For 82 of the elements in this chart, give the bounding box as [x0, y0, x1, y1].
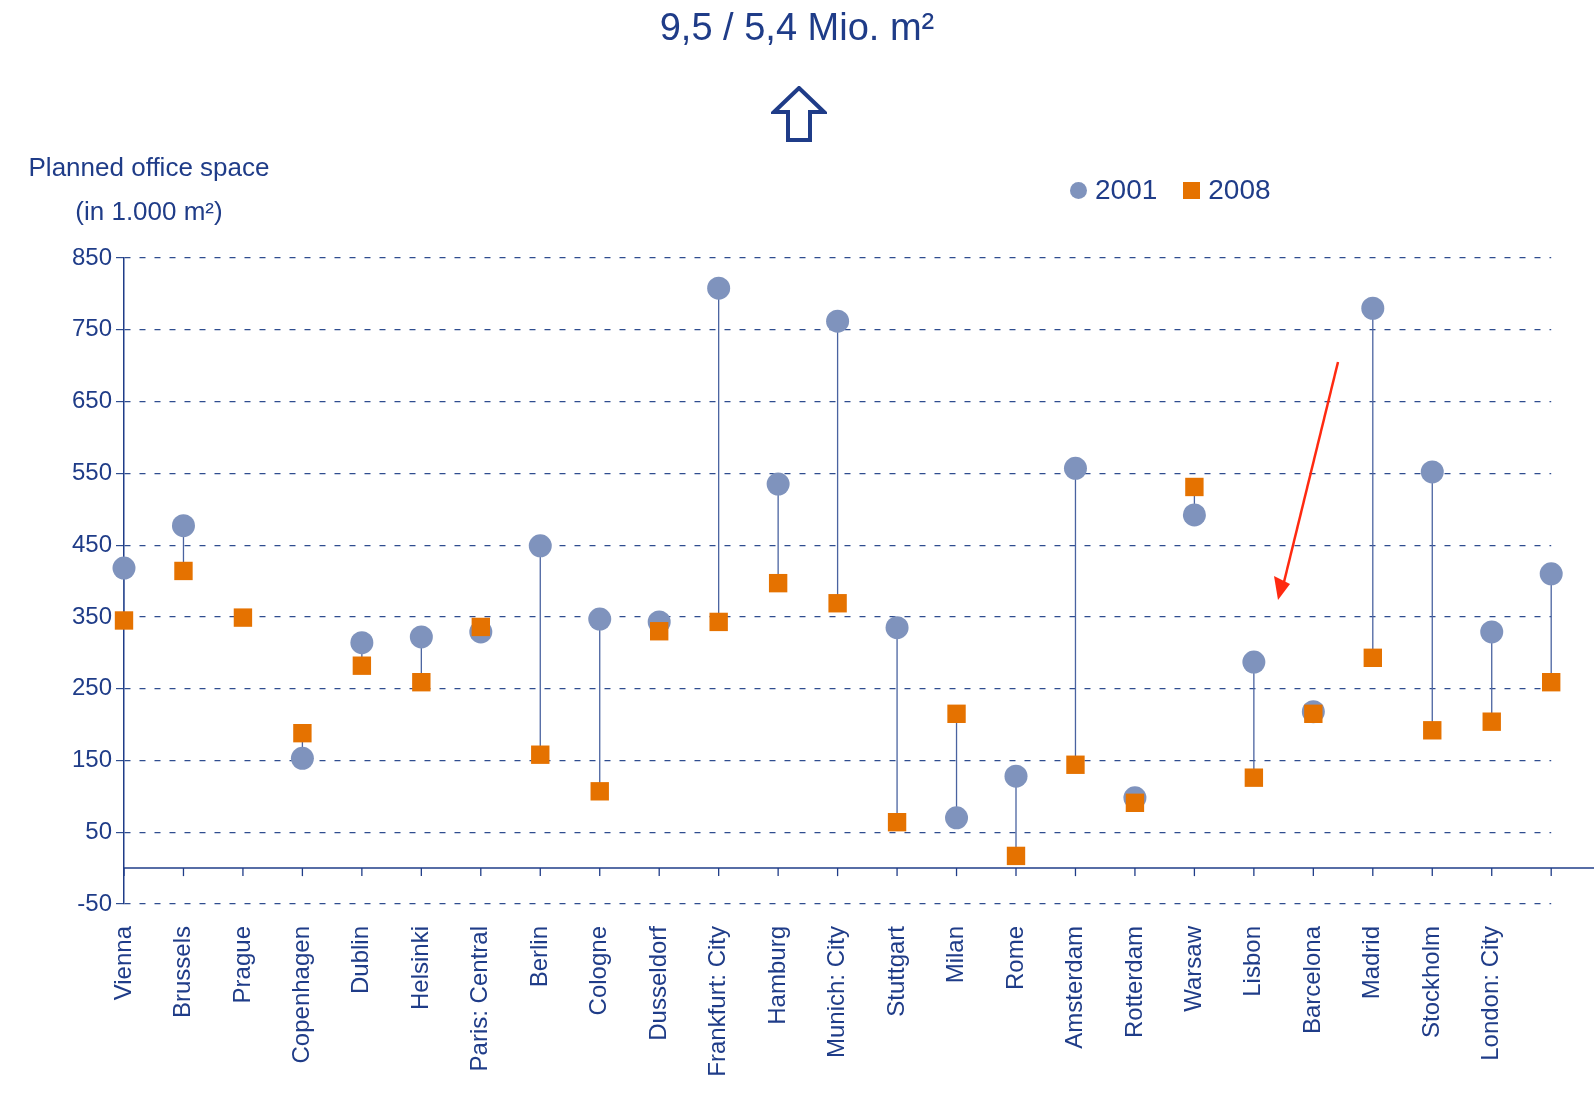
x-tick-label: Brussels: [168, 926, 196, 1019]
point: [1482, 712, 1501, 731]
x-tick-label: Helsinki: [405, 926, 433, 1011]
point: [174, 561, 193, 581]
point: [233, 608, 253, 627]
point: [826, 309, 850, 333]
point: [114, 611, 134, 630]
x-tick-label: Vienna: [108, 925, 136, 1001]
point: [945, 806, 969, 830]
x-tick-label: Cologne: [584, 926, 612, 1016]
point: [707, 276, 731, 300]
point: [1063, 456, 1087, 480]
x-tick-label: Amsterdam: [1060, 926, 1088, 1049]
x-tick-label: Munich: City: [822, 926, 850, 1059]
y-tick-label: 850: [71, 242, 112, 270]
point: [1420, 460, 1444, 484]
point: [1542, 673, 1561, 692]
point: [1361, 296, 1385, 320]
point: [112, 556, 136, 580]
point: [412, 673, 431, 692]
point: [768, 573, 788, 593]
point: [293, 723, 312, 743]
x-tick-label: London: City: [1476, 926, 1504, 1061]
x-tick-label: Hamburg: [762, 926, 790, 1025]
point: [471, 617, 490, 637]
point: [352, 656, 372, 675]
legend-label: 2008: [1208, 174, 1271, 206]
y-tick-label: 350: [71, 601, 112, 629]
point: [709, 612, 728, 632]
legend-label: 2001: [1095, 174, 1158, 206]
point: [290, 746, 314, 770]
point: [1182, 503, 1206, 527]
y-tick-label: 550: [71, 457, 112, 485]
x-tick-label: Dusseldorf: [643, 925, 671, 1041]
point: [531, 745, 550, 764]
point: [650, 622, 669, 641]
point: [590, 782, 609, 801]
y-tick-label: 250: [71, 673, 112, 701]
point: [588, 607, 612, 631]
x-tick-label: Barcelona: [1297, 925, 1325, 1035]
y-tick-label: 150: [71, 745, 112, 773]
x-tick-label: Stuttgart: [881, 925, 909, 1017]
point: [409, 625, 433, 649]
y-tick-label: 750: [71, 314, 112, 342]
point: [350, 631, 374, 655]
point: [828, 594, 847, 613]
point: [1006, 846, 1026, 866]
x-tick-label: Milan: [941, 926, 969, 984]
x-tick-label: Copenhagen: [287, 926, 315, 1064]
point: [1244, 768, 1264, 787]
point: [1125, 793, 1145, 812]
point: [887, 812, 907, 832]
chart-title: 9,5 / 5,4 Mio. m²: [658, 6, 936, 49]
x-tick-label: Dublin: [346, 926, 374, 995]
point: [766, 472, 790, 496]
y-tick-label: 450: [71, 529, 112, 557]
point: [171, 514, 195, 538]
point: [1066, 755, 1085, 774]
x-tick-label: Berlin: [524, 926, 552, 988]
point: [885, 616, 909, 640]
point: [1363, 648, 1382, 667]
x-tick-label: Madrid: [1357, 926, 1385, 1000]
y-tick-label: 650: [71, 386, 112, 414]
point: [947, 704, 966, 723]
x-tick-label: Paris: Central: [465, 926, 493, 1072]
point: [1480, 620, 1504, 644]
point: [1539, 562, 1563, 586]
y-tick-label: 50: [85, 816, 112, 844]
x-tick-label: Stockholm: [1416, 926, 1444, 1039]
point: [1185, 477, 1204, 497]
x-tick-label: Rotterdam: [1119, 926, 1147, 1039]
x-tick-label: Prague: [227, 926, 255, 1004]
point: [528, 534, 552, 558]
x-tick-label: Rome: [1000, 926, 1028, 991]
x-tick-label: Lisbon: [1238, 926, 1266, 997]
y-axis-title: Planned office space (in 1.000 m²): [27, 151, 271, 228]
point: [1423, 721, 1442, 740]
point: [1004, 764, 1028, 788]
x-tick-label: Warsaw: [1179, 925, 1207, 1012]
y-tick-label: -50: [77, 888, 112, 916]
x-tick-label: Frankfurt: City: [703, 926, 731, 1077]
point: [1242, 650, 1266, 674]
